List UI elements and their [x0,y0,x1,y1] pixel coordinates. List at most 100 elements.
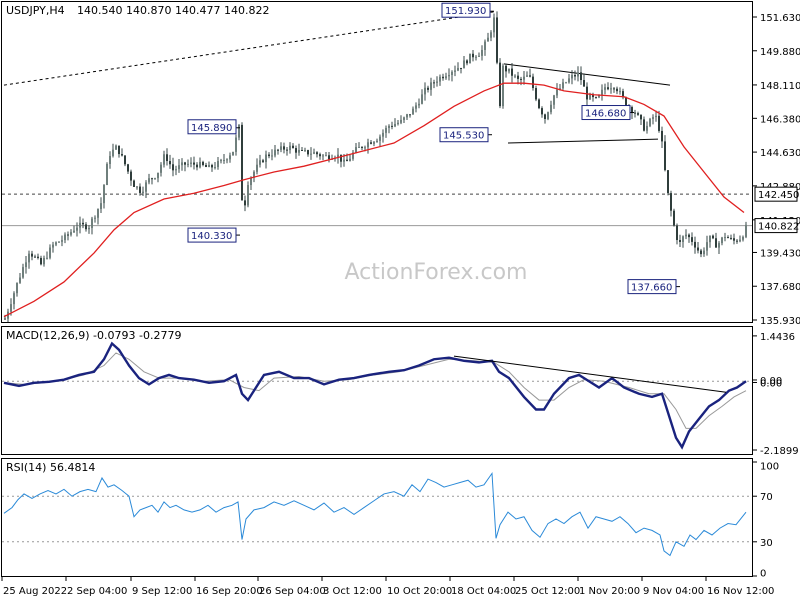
candle-body [469,53,471,64]
candle-body [715,238,717,248]
candle-body [205,164,207,167]
candle-body [412,108,414,115]
candle-body [202,161,204,165]
candle-body [655,115,657,118]
candle-body [79,222,81,228]
candle-body [532,76,534,89]
candle-body [199,161,201,168]
candle-body [631,107,633,113]
candle-body [196,164,198,168]
candle-body [520,78,522,80]
trendline [507,138,659,144]
candle-body [490,32,492,38]
price-y-tick-label: 139.430 [760,248,800,259]
candle-body [364,147,366,149]
axes: 151.630149.880148.110146.380144.630142.8… [1,13,800,597]
candle-body [235,137,237,152]
candle-body [697,247,699,251]
x-tick-label: 25 Oct 12:00 [515,586,580,597]
candle-body [133,180,135,187]
price-y-tick-label: 144.630 [760,148,800,159]
candle-body [376,140,378,143]
candle-body [346,159,348,162]
price-plot: 151.930 145.890 145.530 140.330 146.680 137.6… [2,2,752,323]
candle-body [550,104,552,113]
price-y-tick-label: 135.930 [760,316,800,327]
x-tick-label: 3 Oct 12:00 [323,586,382,597]
candle-body [454,70,456,72]
candle-body [418,103,420,106]
candle-body [565,82,567,84]
candle-body [340,154,342,162]
candle-body [211,165,213,168]
rsi-y-tick-label: 70 [760,492,773,503]
candle-body [523,76,525,80]
candle-body [733,238,735,241]
candle-body [475,56,477,58]
candle-body [253,171,255,178]
candle-body [241,124,243,201]
candle-body [670,193,672,211]
candle-body [4,318,6,320]
candle-body [373,142,375,144]
candle-body [562,82,564,89]
candle-body [622,91,624,98]
candle-body [208,165,210,167]
candle-body [268,154,270,157]
candle-body [586,86,588,100]
candle-body [493,17,495,33]
ohlc-readout: 140.540 140.870 140.477 140.822 [77,4,269,17]
annotation-box [627,279,677,295]
candle-body [187,163,189,165]
candle-body [397,122,399,124]
x-tick-label: 18 Oct 04:00 [451,586,516,597]
candle-body [76,227,78,231]
candle-body [736,240,738,242]
candle-body [145,182,147,192]
candle-body [25,262,27,268]
x-tick-label: 2 Sep 04:00 [67,586,127,597]
annotation-box [581,105,631,121]
candle-body [649,118,651,126]
candle-body [580,72,582,81]
candle-body [526,75,528,77]
candle-body [712,235,714,239]
candle-body [652,117,654,119]
candle-body [487,37,489,42]
candle-body [283,146,285,150]
candle-body [319,154,321,157]
candle-body [49,247,51,258]
candle-body [604,87,606,90]
candle-body [157,172,159,179]
candle-body [394,123,396,127]
candle-body [640,114,642,120]
candle-body [379,136,381,141]
candle-body [463,60,465,69]
candle-body [445,76,447,79]
candle-body [385,127,387,133]
x-tick-label: 16 Nov 12:00 [707,586,774,597]
candle-body [472,53,474,58]
rsi-line [3,471,747,557]
candle-body [370,142,372,144]
candle-body [541,108,543,115]
annotation-box [439,127,489,143]
candle-body [142,191,144,193]
candle-body [502,65,504,107]
macd-y-tick-label: 0.00 [760,376,782,387]
candle-body [745,224,747,237]
candle-body [484,41,486,50]
candle-body [193,162,195,165]
rsi-panel-title: RSI(14) 56.4814 [6,461,95,474]
candle-body [286,149,288,151]
candle-body [739,239,741,242]
candle-body [478,55,480,57]
annotation-box [187,119,237,135]
candle-body [130,171,132,181]
candle-body [160,164,162,173]
candle-body [22,267,24,278]
candle-body [277,149,279,151]
candle-body [721,237,723,244]
candle-body [673,210,675,226]
candle-body [220,160,222,162]
